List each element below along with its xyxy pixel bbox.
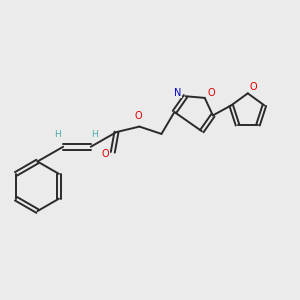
Text: H: H bbox=[54, 130, 61, 139]
Text: O: O bbox=[207, 88, 215, 98]
Text: N: N bbox=[175, 88, 182, 98]
Text: O: O bbox=[250, 82, 257, 92]
Text: O: O bbox=[135, 112, 142, 122]
Text: H: H bbox=[91, 130, 98, 139]
Text: O: O bbox=[102, 149, 109, 159]
